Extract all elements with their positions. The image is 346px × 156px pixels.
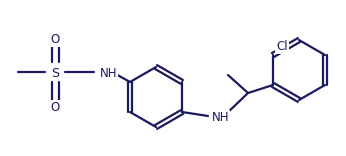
Text: NH: NH bbox=[212, 111, 229, 124]
Text: Cl: Cl bbox=[276, 40, 288, 53]
Text: O: O bbox=[51, 33, 60, 46]
Text: O: O bbox=[51, 101, 60, 114]
Text: S: S bbox=[51, 67, 59, 80]
Text: NH: NH bbox=[100, 67, 118, 80]
